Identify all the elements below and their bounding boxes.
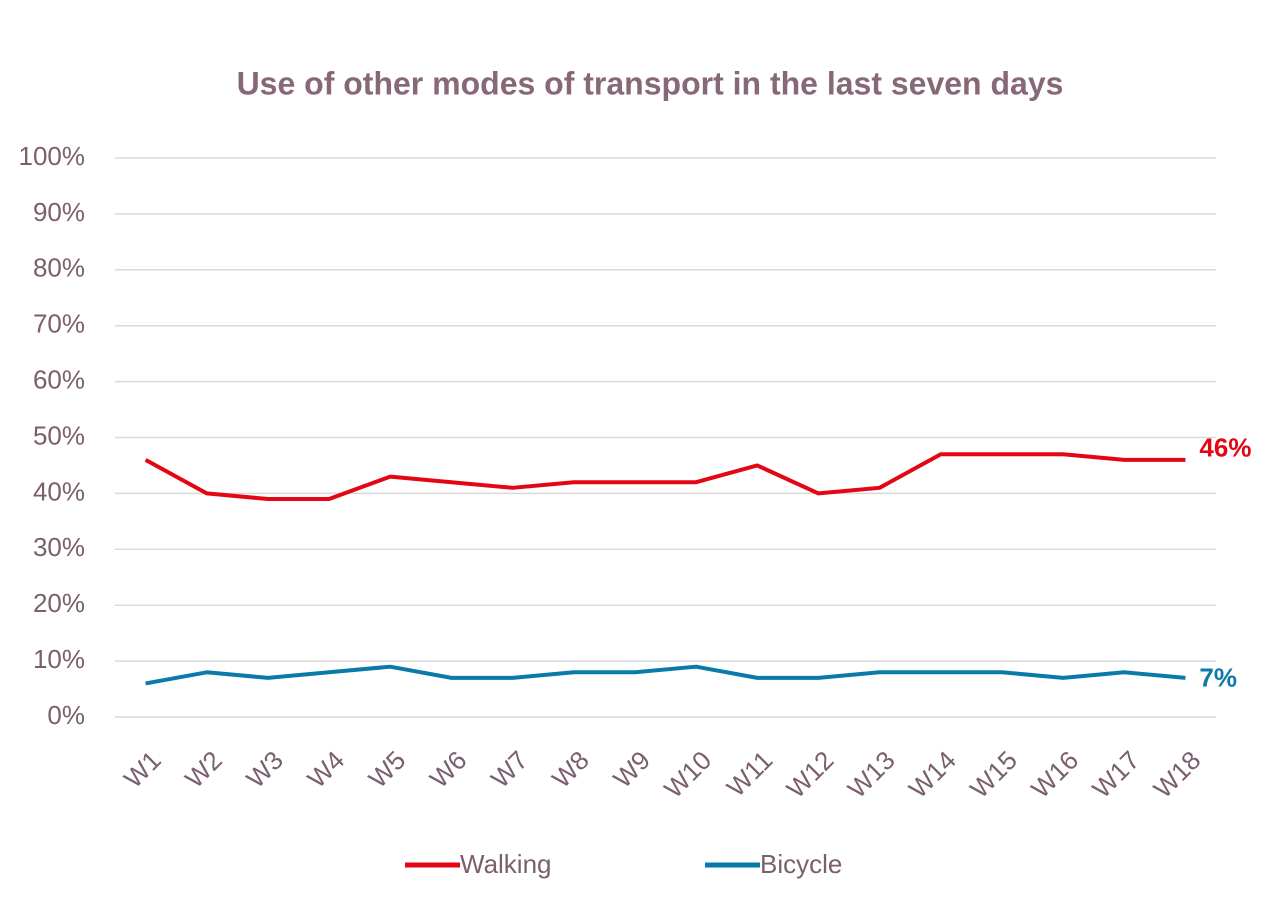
chart-title: Use of other modes of transport in the l… (237, 65, 1064, 101)
y-tick-label: 80% (33, 253, 85, 283)
y-tick-label: 100% (19, 141, 86, 171)
data-label: 7% (1199, 663, 1237, 693)
y-tick-label: 20% (33, 588, 85, 618)
legend-label: Bicycle (760, 849, 842, 879)
y-tick-label: 10% (33, 644, 85, 674)
y-tick-label: 0% (47, 700, 85, 730)
series-line (145, 664, 1186, 686)
y-tick-label: 60% (33, 364, 85, 394)
data-label: 46% (1199, 433, 1251, 463)
y-tick-label: 90% (33, 197, 85, 227)
y-tick-label: 70% (33, 309, 85, 339)
y-tick-label: 30% (33, 532, 85, 562)
y-tick-label: 50% (33, 420, 85, 450)
legend-label: Walking (460, 849, 552, 879)
series-line (144, 452, 1186, 501)
y-tick-label: 40% (33, 476, 85, 506)
